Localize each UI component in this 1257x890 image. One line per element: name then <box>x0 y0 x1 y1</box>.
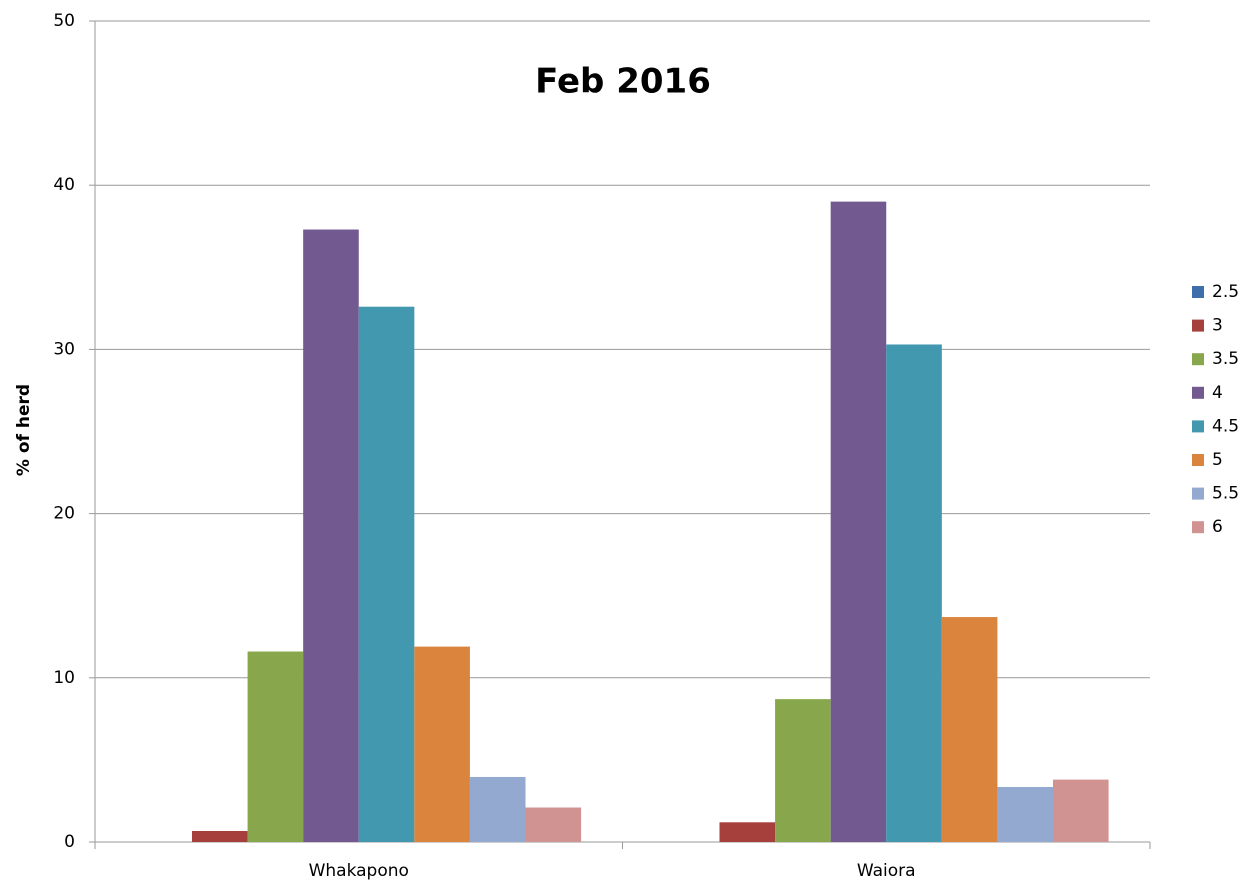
legend-label: 2.5 <box>1212 282 1239 302</box>
legend-swatch <box>1192 420 1204 433</box>
legend-swatch <box>1192 454 1204 466</box>
bar <box>247 651 304 842</box>
bar <box>1053 779 1109 842</box>
legend-swatch <box>1192 319 1204 332</box>
y-tick-label: 10 <box>53 668 75 688</box>
bar <box>191 830 248 842</box>
y-tick-label: 40 <box>53 175 75 195</box>
legend-swatch <box>1192 487 1204 500</box>
legend-label: 4 <box>1212 383 1223 403</box>
bar <box>997 786 1054 842</box>
legend-swatch <box>1192 521 1204 534</box>
legend-label: 3 <box>1212 316 1223 336</box>
bar <box>414 646 470 842</box>
bar <box>830 201 887 842</box>
legend-swatch <box>1192 386 1204 399</box>
legend-swatch <box>1192 353 1204 366</box>
bar <box>469 776 526 842</box>
bar <box>303 229 359 842</box>
bar <box>525 807 582 842</box>
chart-title: Feb 2016 <box>535 62 711 102</box>
legend-label: 4.5 <box>1212 416 1239 436</box>
legend-swatch <box>1192 286 1204 298</box>
bar <box>941 617 998 842</box>
y-axis-label: % of herd <box>14 384 34 476</box>
y-tick-label: 30 <box>53 339 75 359</box>
bar <box>719 822 776 842</box>
legend-label: 3.5 <box>1212 349 1239 369</box>
x-tick-label: Waiora <box>857 861 916 881</box>
legend-label: 5.5 <box>1212 484 1239 504</box>
bar <box>886 344 942 842</box>
y-tick-label: 50 <box>53 11 75 31</box>
y-tick-label: 20 <box>53 504 75 524</box>
y-tick-label: 0 <box>64 832 75 852</box>
legend-label: 5 <box>1212 450 1223 470</box>
bar <box>358 306 415 842</box>
legend-label: 6 <box>1212 517 1223 537</box>
x-tick-label: Whakapono <box>309 861 409 881</box>
bar <box>775 699 831 842</box>
